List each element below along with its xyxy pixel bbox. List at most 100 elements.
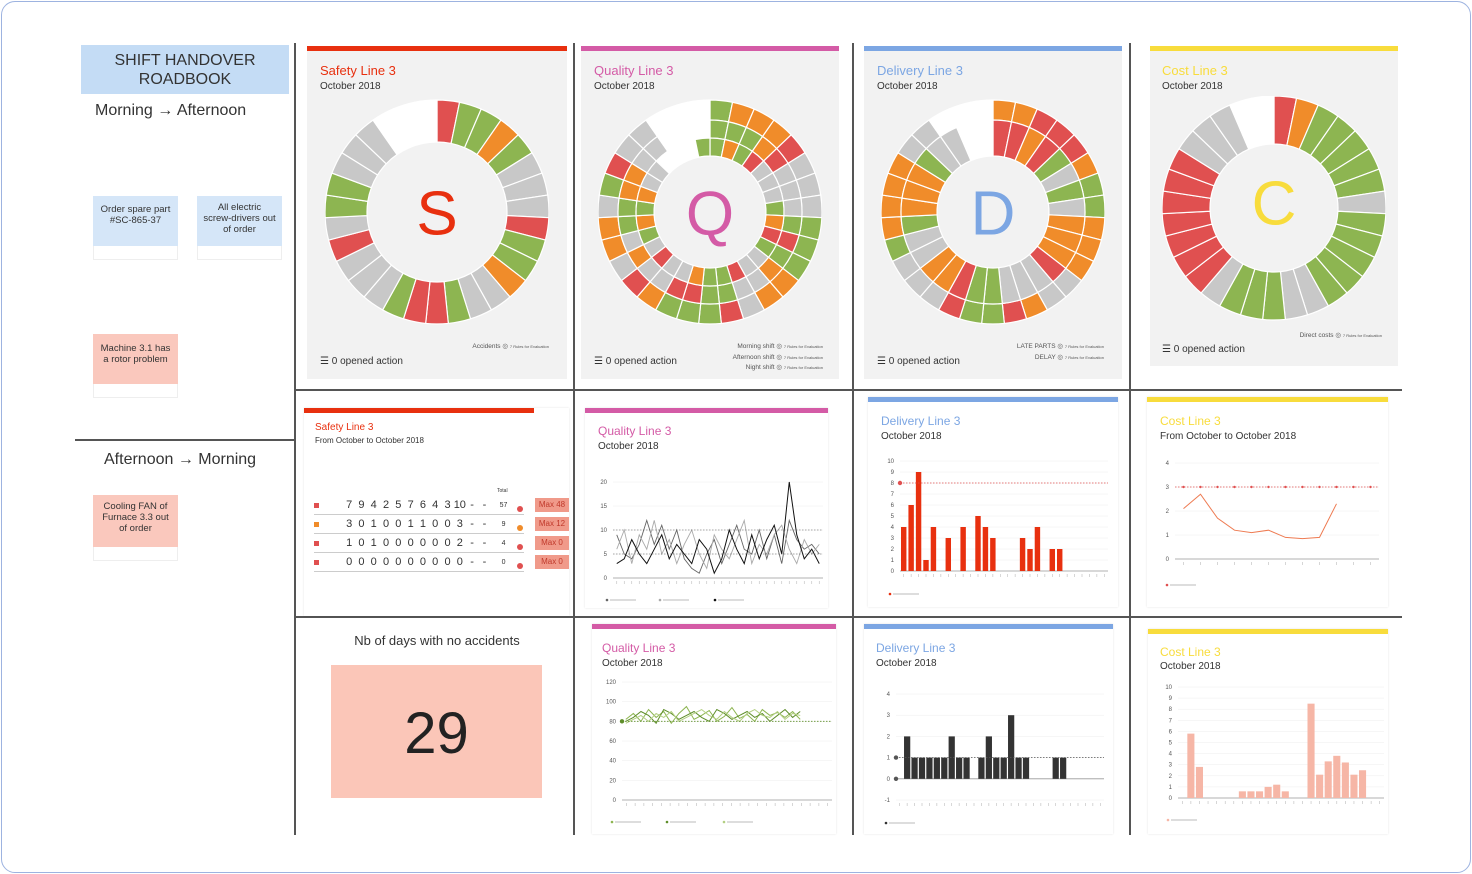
safety-wheel-card[interactable]: Safety Line 3 October 2018 S Accidents ◎… xyxy=(307,46,567,379)
safety-table-card[interactable]: Safety Line 3 From October to October 20… xyxy=(304,408,569,616)
wheel-day-segment xyxy=(598,194,620,219)
wheel-day-segment xyxy=(782,197,803,218)
bar xyxy=(948,736,955,779)
row-color-swatch xyxy=(314,521,319,527)
delivery-bar-card[interactable]: Delivery Line 3 October 2018 0 1 2 3 4 5 6 7 8 9 1… xyxy=(868,397,1118,607)
row-color-swatch xyxy=(314,502,319,508)
roadbook-title: SHIFT HANDOVER ROADBOOK xyxy=(81,45,289,94)
sidebar-separator xyxy=(75,439,296,441)
bar xyxy=(901,527,907,571)
status-dot xyxy=(516,563,523,569)
table-cell: 1 xyxy=(370,518,377,530)
bar xyxy=(1247,791,1255,798)
card-title: Cost Line 3 xyxy=(1160,645,1221,659)
legend-label-placeholder xyxy=(1170,584,1196,586)
legend-label-placeholder xyxy=(727,821,753,823)
y-tick-label: 20 xyxy=(609,778,616,784)
cost-line-card[interactable]: Cost Line 3 From October to October 2018… xyxy=(1147,397,1388,607)
table-cell: 1 xyxy=(370,537,377,549)
table-cell: 0 xyxy=(358,556,365,568)
wheel-day-segment xyxy=(698,302,722,325)
table-cell: 0 xyxy=(444,537,451,549)
max-badge: Max 12 xyxy=(535,517,569,531)
y-tick-label: 20 xyxy=(600,480,607,486)
table-cell: 2 xyxy=(456,537,463,549)
y-tick-label: 2 xyxy=(887,734,891,740)
legend-dot xyxy=(658,598,662,602)
y-tick-label: 100 xyxy=(606,700,617,706)
bar xyxy=(1256,791,1264,798)
wheel-letter: C xyxy=(1252,169,1297,238)
table-cell: 6 xyxy=(419,499,426,511)
legend-label-placeholder xyxy=(610,599,636,601)
y-tick-label: 3 xyxy=(891,536,895,542)
quality-line-card-2[interactable]: Quality Line 3 October 2018 0 20 40 60 80 100… xyxy=(592,624,836,834)
opened-actions[interactable]: ☰ 0 opened action xyxy=(594,356,677,367)
y-tick-label: 3 xyxy=(887,713,891,719)
y-tick-label: 0 xyxy=(1166,557,1170,563)
target-marker xyxy=(1182,485,1185,489)
bar xyxy=(1350,774,1358,798)
table-cell: 0 xyxy=(346,556,353,568)
legend-label-placeholder xyxy=(718,599,744,601)
y-tick-label: 8 xyxy=(891,481,895,487)
cost-wheel-card[interactable]: Cost Line 3 October 2018 C Direct costs … xyxy=(1150,46,1398,366)
y-tick-label: 3 xyxy=(1169,763,1173,769)
card-subtitle: From October to October 2018 xyxy=(315,436,424,445)
y-tick-label: 2 xyxy=(1166,509,1170,515)
card-title: Quality Line 3 xyxy=(598,424,672,438)
delivery-bar-card-2[interactable]: Delivery Line 3 October 2018 -1 0 1 2 3 4 xyxy=(864,624,1113,834)
cost-line-chart: 0 1 2 3 4 xyxy=(1166,461,1379,587)
bar xyxy=(990,538,996,571)
delivery-wheel-card[interactable]: Delivery Line 3 October 2018 D LATE PART… xyxy=(864,46,1122,379)
card-title: Delivery Line 3 xyxy=(881,414,961,428)
bar xyxy=(1049,549,1055,571)
wheel-legend: LATE PARTS ◎ 7 Rules for Evaluation DELA… xyxy=(1016,343,1104,361)
card-subtitle: October 2018 xyxy=(881,431,942,442)
sticky-note[interactable]: Machine 3.1 has a rotor problem xyxy=(93,334,178,398)
target-marker xyxy=(1233,485,1236,489)
wheel-day-segment xyxy=(694,137,711,158)
quality-line-card[interactable]: Quality Line 3 October 2018 0 5 10 15 20 xyxy=(585,408,828,608)
safety-table: 7 9 4 2 5 7 6 4 3 10- -57 3 0 1 0 0 1 1 0 0 3- -9 1 0 1 0 0 0 0 0 0 2- -… xyxy=(314,496,524,572)
series-line xyxy=(625,708,801,725)
table-cell: - xyxy=(482,499,487,511)
bar xyxy=(975,516,981,571)
bar xyxy=(930,527,937,571)
y-tick-label: 120 xyxy=(606,680,617,686)
sticky-note[interactable]: All electric screw-drivers out of order xyxy=(197,196,282,260)
bar xyxy=(1008,715,1015,779)
bar xyxy=(982,527,989,571)
legend-label-placeholder xyxy=(615,821,641,823)
y-tick-label: 4 xyxy=(891,525,895,531)
y-tick-label: 4 xyxy=(887,692,891,698)
table-cell: 3 xyxy=(456,518,463,530)
y-tick-label: 1 xyxy=(891,558,895,564)
bar xyxy=(904,736,911,779)
bar xyxy=(923,560,929,571)
table-cell: 2 xyxy=(382,499,390,511)
opened-actions[interactable]: ☰ 0 opened action xyxy=(877,356,960,367)
delivery-bar-chart-2: -1 0 1 2 3 4 xyxy=(885,692,1104,825)
card-title: Quality Line 3 xyxy=(594,63,674,78)
y-tick-label: 0 xyxy=(613,798,617,804)
wheel-day-segment xyxy=(881,194,903,219)
cost-bar-card[interactable]: Cost Line 3 October 2018 0 1 2 3 4 5 6 7 8 9 10 xyxy=(1148,629,1388,834)
sticky-note[interactable]: Order spare part #SC-865-37 xyxy=(93,196,178,260)
card-title: Delivery Line 3 xyxy=(876,641,956,655)
table-total: 57 xyxy=(499,501,508,509)
status-dot xyxy=(516,525,523,531)
bar xyxy=(985,736,992,779)
sticky-note[interactable]: Cooling FAN of Furnace 3.3 out of order xyxy=(93,495,178,561)
quality-wheel-card[interactable]: Quality Line 3 October 2018 Q Morning sh… xyxy=(581,46,839,379)
safety-wheel: S xyxy=(325,99,549,325)
opened-actions[interactable]: ☰ 0 opened action xyxy=(1162,344,1245,355)
wheel-day-segment xyxy=(764,200,785,217)
table-cell: 0 xyxy=(382,518,390,530)
table-cell: 0 xyxy=(432,537,439,549)
opened-actions[interactable]: ☰ 0 opened action xyxy=(320,356,403,367)
shift-heading-morning: Morning → Afternoon xyxy=(95,102,247,119)
legend-label-placeholder xyxy=(889,822,915,824)
target-marker xyxy=(1267,485,1270,489)
